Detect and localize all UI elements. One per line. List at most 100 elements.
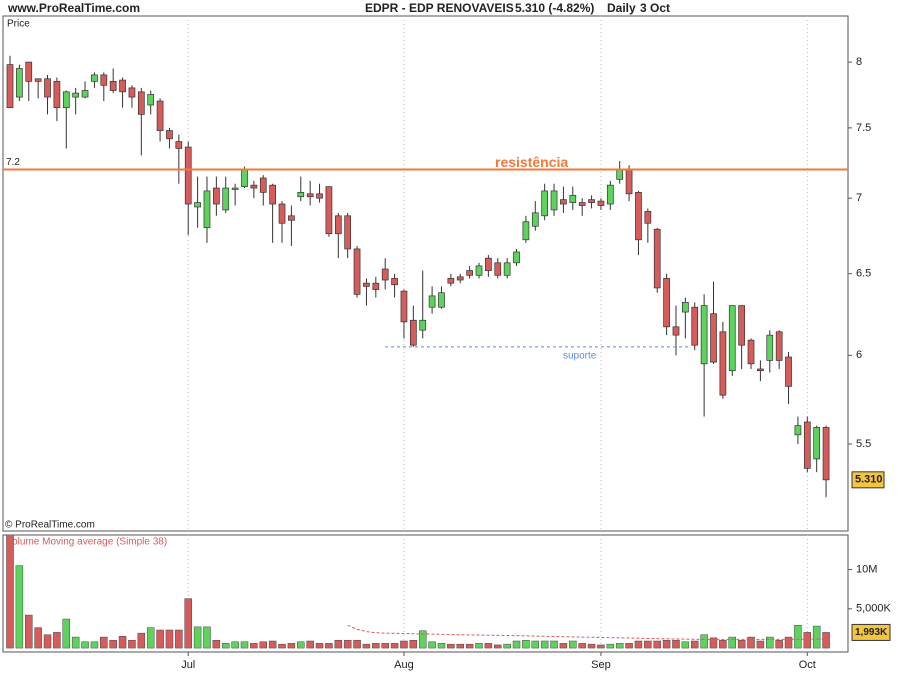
volume-bar bbox=[175, 629, 183, 649]
volume-bar bbox=[381, 643, 389, 649]
volume-bar bbox=[193, 626, 202, 649]
candle-body bbox=[72, 92, 80, 98]
candle-body bbox=[541, 190, 549, 217]
volume-bar bbox=[728, 636, 737, 649]
period: Daily bbox=[607, 1, 636, 15]
volume-bar bbox=[372, 643, 380, 649]
volume-bar bbox=[803, 632, 812, 649]
candle-body bbox=[550, 190, 558, 211]
volume-bar bbox=[644, 640, 652, 649]
candle-body bbox=[222, 187, 230, 211]
volume-bar bbox=[343, 639, 352, 649]
volume-bar bbox=[25, 614, 33, 649]
candle-body bbox=[766, 334, 774, 361]
volume-bar bbox=[240, 641, 249, 649]
volume-bar bbox=[569, 640, 577, 649]
x-tick-label: Sep bbox=[591, 659, 611, 671]
candle-body bbox=[44, 78, 51, 98]
candle-body bbox=[213, 187, 220, 205]
candle-body bbox=[672, 326, 680, 336]
volume-bar bbox=[81, 641, 89, 649]
volume-title: Volume Moving average (Simple 38) bbox=[6, 537, 167, 548]
candle-body bbox=[513, 251, 520, 264]
volume-bar bbox=[756, 640, 765, 649]
volume-bar bbox=[503, 643, 511, 649]
x-tick-label: Oct bbox=[799, 659, 816, 671]
candle-body bbox=[719, 331, 727, 396]
volume-bar bbox=[212, 639, 221, 649]
volume-bar bbox=[390, 643, 399, 649]
candle-body bbox=[644, 211, 652, 224]
resistance-label: resistência bbox=[495, 154, 568, 170]
volume-bar bbox=[653, 640, 661, 649]
candle-body bbox=[62, 91, 70, 109]
volume-bar bbox=[437, 643, 446, 649]
y-tick-label: 8 bbox=[856, 56, 862, 68]
candle-body bbox=[109, 81, 117, 91]
candle-body bbox=[53, 81, 61, 109]
candle-body bbox=[156, 100, 164, 131]
candle-body bbox=[822, 427, 830, 481]
candle-body bbox=[663, 278, 670, 328]
candle-body bbox=[6, 64, 14, 109]
candle-body bbox=[128, 87, 136, 98]
copyright: © ProRealTime.com bbox=[5, 520, 95, 531]
candle-body bbox=[269, 184, 276, 205]
candle-body bbox=[100, 74, 108, 86]
candle-body bbox=[503, 262, 511, 276]
volume-bar bbox=[578, 643, 586, 649]
volume-bar bbox=[297, 641, 305, 649]
candle-body bbox=[653, 228, 661, 289]
x-tick-label: Aug bbox=[394, 659, 414, 671]
resistance-value-label: 7.2 bbox=[6, 157, 20, 168]
candle-body bbox=[569, 194, 577, 203]
candle-body bbox=[475, 265, 483, 276]
volume-bar bbox=[400, 640, 408, 649]
candle-body bbox=[241, 169, 248, 187]
candle-body bbox=[372, 282, 380, 290]
chart-title: EDPR - EDP RENOVAVEIS bbox=[365, 1, 514, 15]
candle-body bbox=[297, 192, 305, 198]
candle-body bbox=[316, 193, 323, 199]
candle-body bbox=[25, 61, 33, 82]
candle-body bbox=[334, 215, 342, 235]
volume-bar bbox=[259, 641, 268, 649]
candle-body bbox=[34, 78, 42, 82]
candle-body bbox=[616, 169, 624, 180]
source: www.ProRealTime.com bbox=[7, 1, 140, 15]
candle-body bbox=[597, 200, 605, 206]
volume-bar bbox=[719, 639, 727, 649]
candle-body bbox=[494, 262, 502, 276]
volume-bar bbox=[15, 565, 24, 649]
volume-bars bbox=[6, 535, 830, 649]
volume-bar bbox=[447, 643, 455, 649]
candle-body bbox=[147, 94, 155, 106]
volume-bar bbox=[690, 640, 699, 649]
volume-bar bbox=[625, 643, 633, 649]
candle-body bbox=[813, 427, 821, 460]
volume-bar bbox=[278, 643, 286, 649]
candle-body bbox=[560, 199, 567, 205]
x-tick-label: Jul bbox=[181, 659, 195, 671]
volume-bar bbox=[456, 643, 464, 649]
volume-bar bbox=[540, 640, 549, 649]
volume-bar bbox=[146, 627, 155, 649]
chart-subtitle: 5.310 (-4.82%) bbox=[515, 1, 594, 15]
volume-bar bbox=[128, 639, 136, 649]
y-axis-label: Price bbox=[7, 19, 30, 30]
volume-bar bbox=[53, 632, 61, 649]
candle-body bbox=[456, 276, 464, 281]
candle-body bbox=[231, 187, 239, 190]
candle-body bbox=[625, 169, 633, 195]
volume-bar bbox=[494, 644, 502, 649]
candle-body bbox=[775, 331, 783, 361]
volume-bar bbox=[221, 643, 230, 649]
candle-body bbox=[250, 184, 258, 189]
volume-bar bbox=[156, 629, 164, 649]
volume-bar bbox=[784, 636, 793, 649]
candle-body bbox=[588, 199, 595, 203]
volume-bar bbox=[775, 639, 783, 649]
candle-body bbox=[119, 79, 126, 93]
candle-body bbox=[166, 130, 173, 140]
